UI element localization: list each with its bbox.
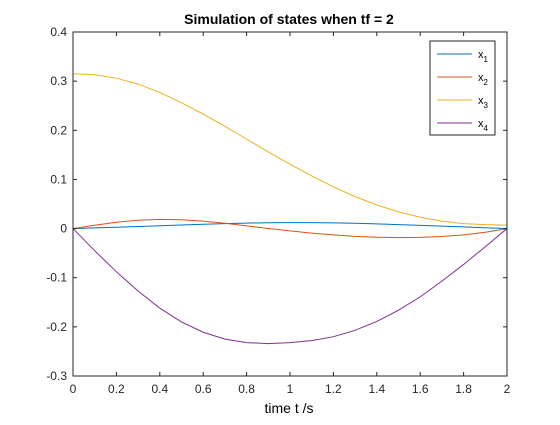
x-tick-label-9: 1.8 [455, 382, 472, 396]
x-tick-label-1: 0.2 [108, 382, 125, 396]
x-tick-label-10: 2 [504, 382, 511, 396]
x-tick-label-8: 1.6 [412, 382, 429, 396]
legend-label-x3: x3 [478, 95, 489, 110]
series-line-x2 [72, 218, 508, 239]
y-tick-label-5: 0.2 [50, 123, 67, 137]
legend-label-base-x1: x [478, 49, 484, 61]
y-tick-label-1: -0.2 [46, 320, 67, 334]
legend-label-base-x3: x [478, 95, 484, 107]
x-tick-label-0: 0 [70, 382, 77, 396]
legend-label-x1: x1 [478, 49, 489, 64]
y-tick-label-2: -0.1 [46, 271, 67, 285]
x-tick-label-4: 0.8 [238, 382, 255, 396]
legend-label-sub-x2: 2 [484, 78, 489, 87]
x-tick-label-2: 0.4 [151, 382, 168, 396]
x-axis-label: time t /s [264, 400, 313, 416]
y-tick-label-7: 0.4 [50, 25, 67, 39]
y-tick-label-6: 0.3 [50, 74, 67, 88]
series-line-x1 [72, 222, 508, 230]
series-line-x4 [72, 228, 508, 345]
series-layer [72, 73, 508, 345]
legend-label-base-x2: x [478, 72, 484, 84]
legend-label-x4: x4 [478, 118, 489, 133]
x-tick-label-7: 1.4 [368, 382, 385, 396]
x-tick-label-5: 1 [287, 382, 294, 396]
x-tick-label-3: 0.6 [195, 382, 212, 396]
legend-label-sub-x1: 1 [484, 55, 489, 64]
chart-title: Simulation of states when tf = 2 [184, 11, 394, 27]
legend-label-sub-x3: 3 [484, 101, 489, 110]
x-tick-label-6: 1.2 [325, 382, 342, 396]
legend-label-base-x4: x [478, 118, 484, 130]
y-tick-label-4: 0.1 [50, 172, 67, 186]
y-tick-label-3: 0 [60, 222, 67, 236]
ticks-layer: 0 0.2 0.4 0.6 0.8 1 1.2 1.4 1.6 1.8 2 -0.3 -0.2 -0.1 0… [46, 25, 510, 396]
y-tick-label-0: -0.3 [46, 369, 67, 383]
series-line-x3 [72, 73, 508, 226]
legend-label-x2: x2 [478, 72, 489, 87]
legend-box [429, 40, 496, 136]
legend-label-sub-x4: 4 [484, 124, 489, 133]
